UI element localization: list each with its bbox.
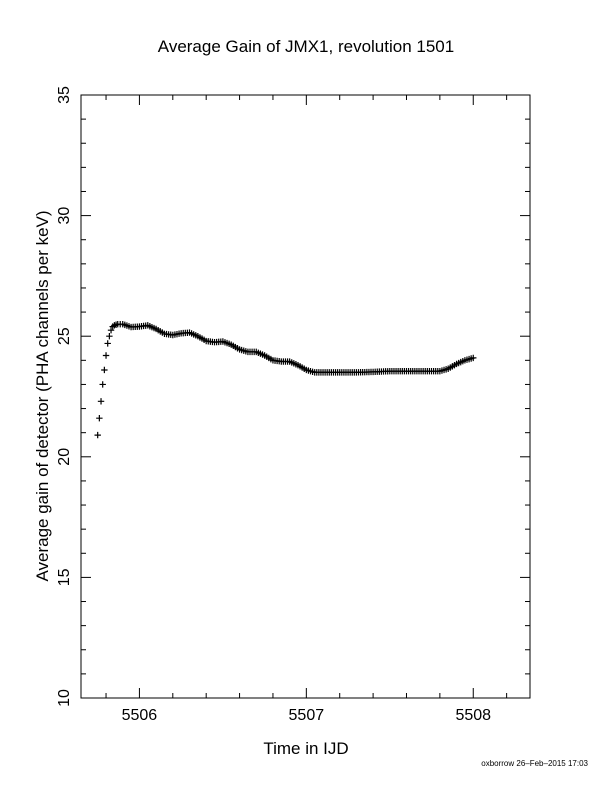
plot-frame xyxy=(80,94,531,699)
data-point xyxy=(107,326,115,334)
x-axis-label: Time in IJD xyxy=(263,739,348,758)
data-point xyxy=(97,398,105,405)
y-axis-tick-labels: 10 15 20 25 30 35 xyxy=(56,86,73,707)
y-tick-label: 15 xyxy=(56,568,73,586)
chart-title: Average Gain of JMX1, revolution 1501 xyxy=(158,37,454,56)
data-point xyxy=(96,415,103,422)
x-tick-label: 5508 xyxy=(455,707,491,724)
y-axis-label: Average gain of detector (PHA channels p… xyxy=(33,210,52,581)
x-axis-ticks xyxy=(105,95,508,698)
data-point xyxy=(470,354,477,362)
x-tick-label: 5507 xyxy=(289,707,325,724)
y-tick-label: 30 xyxy=(56,207,73,225)
data-point xyxy=(101,366,108,374)
y-tick-label: 10 xyxy=(56,689,73,707)
y-tick-label: 25 xyxy=(56,327,73,345)
y-tick-label: 20 xyxy=(56,448,73,466)
data-point xyxy=(94,431,101,439)
y-tick-label: 35 xyxy=(56,86,73,104)
x-tick-label: 5506 xyxy=(122,707,158,724)
data-point xyxy=(104,340,111,347)
y-axis-ticks xyxy=(81,94,530,699)
footer-credit: oxborrow 26–Feb–2015 17:03 xyxy=(481,759,588,768)
data-point xyxy=(102,352,110,359)
data-point xyxy=(106,333,113,340)
x-axis-tick-labels: 5506 5507 5508 xyxy=(122,707,492,724)
data-point xyxy=(99,381,106,388)
data-series xyxy=(94,320,477,439)
